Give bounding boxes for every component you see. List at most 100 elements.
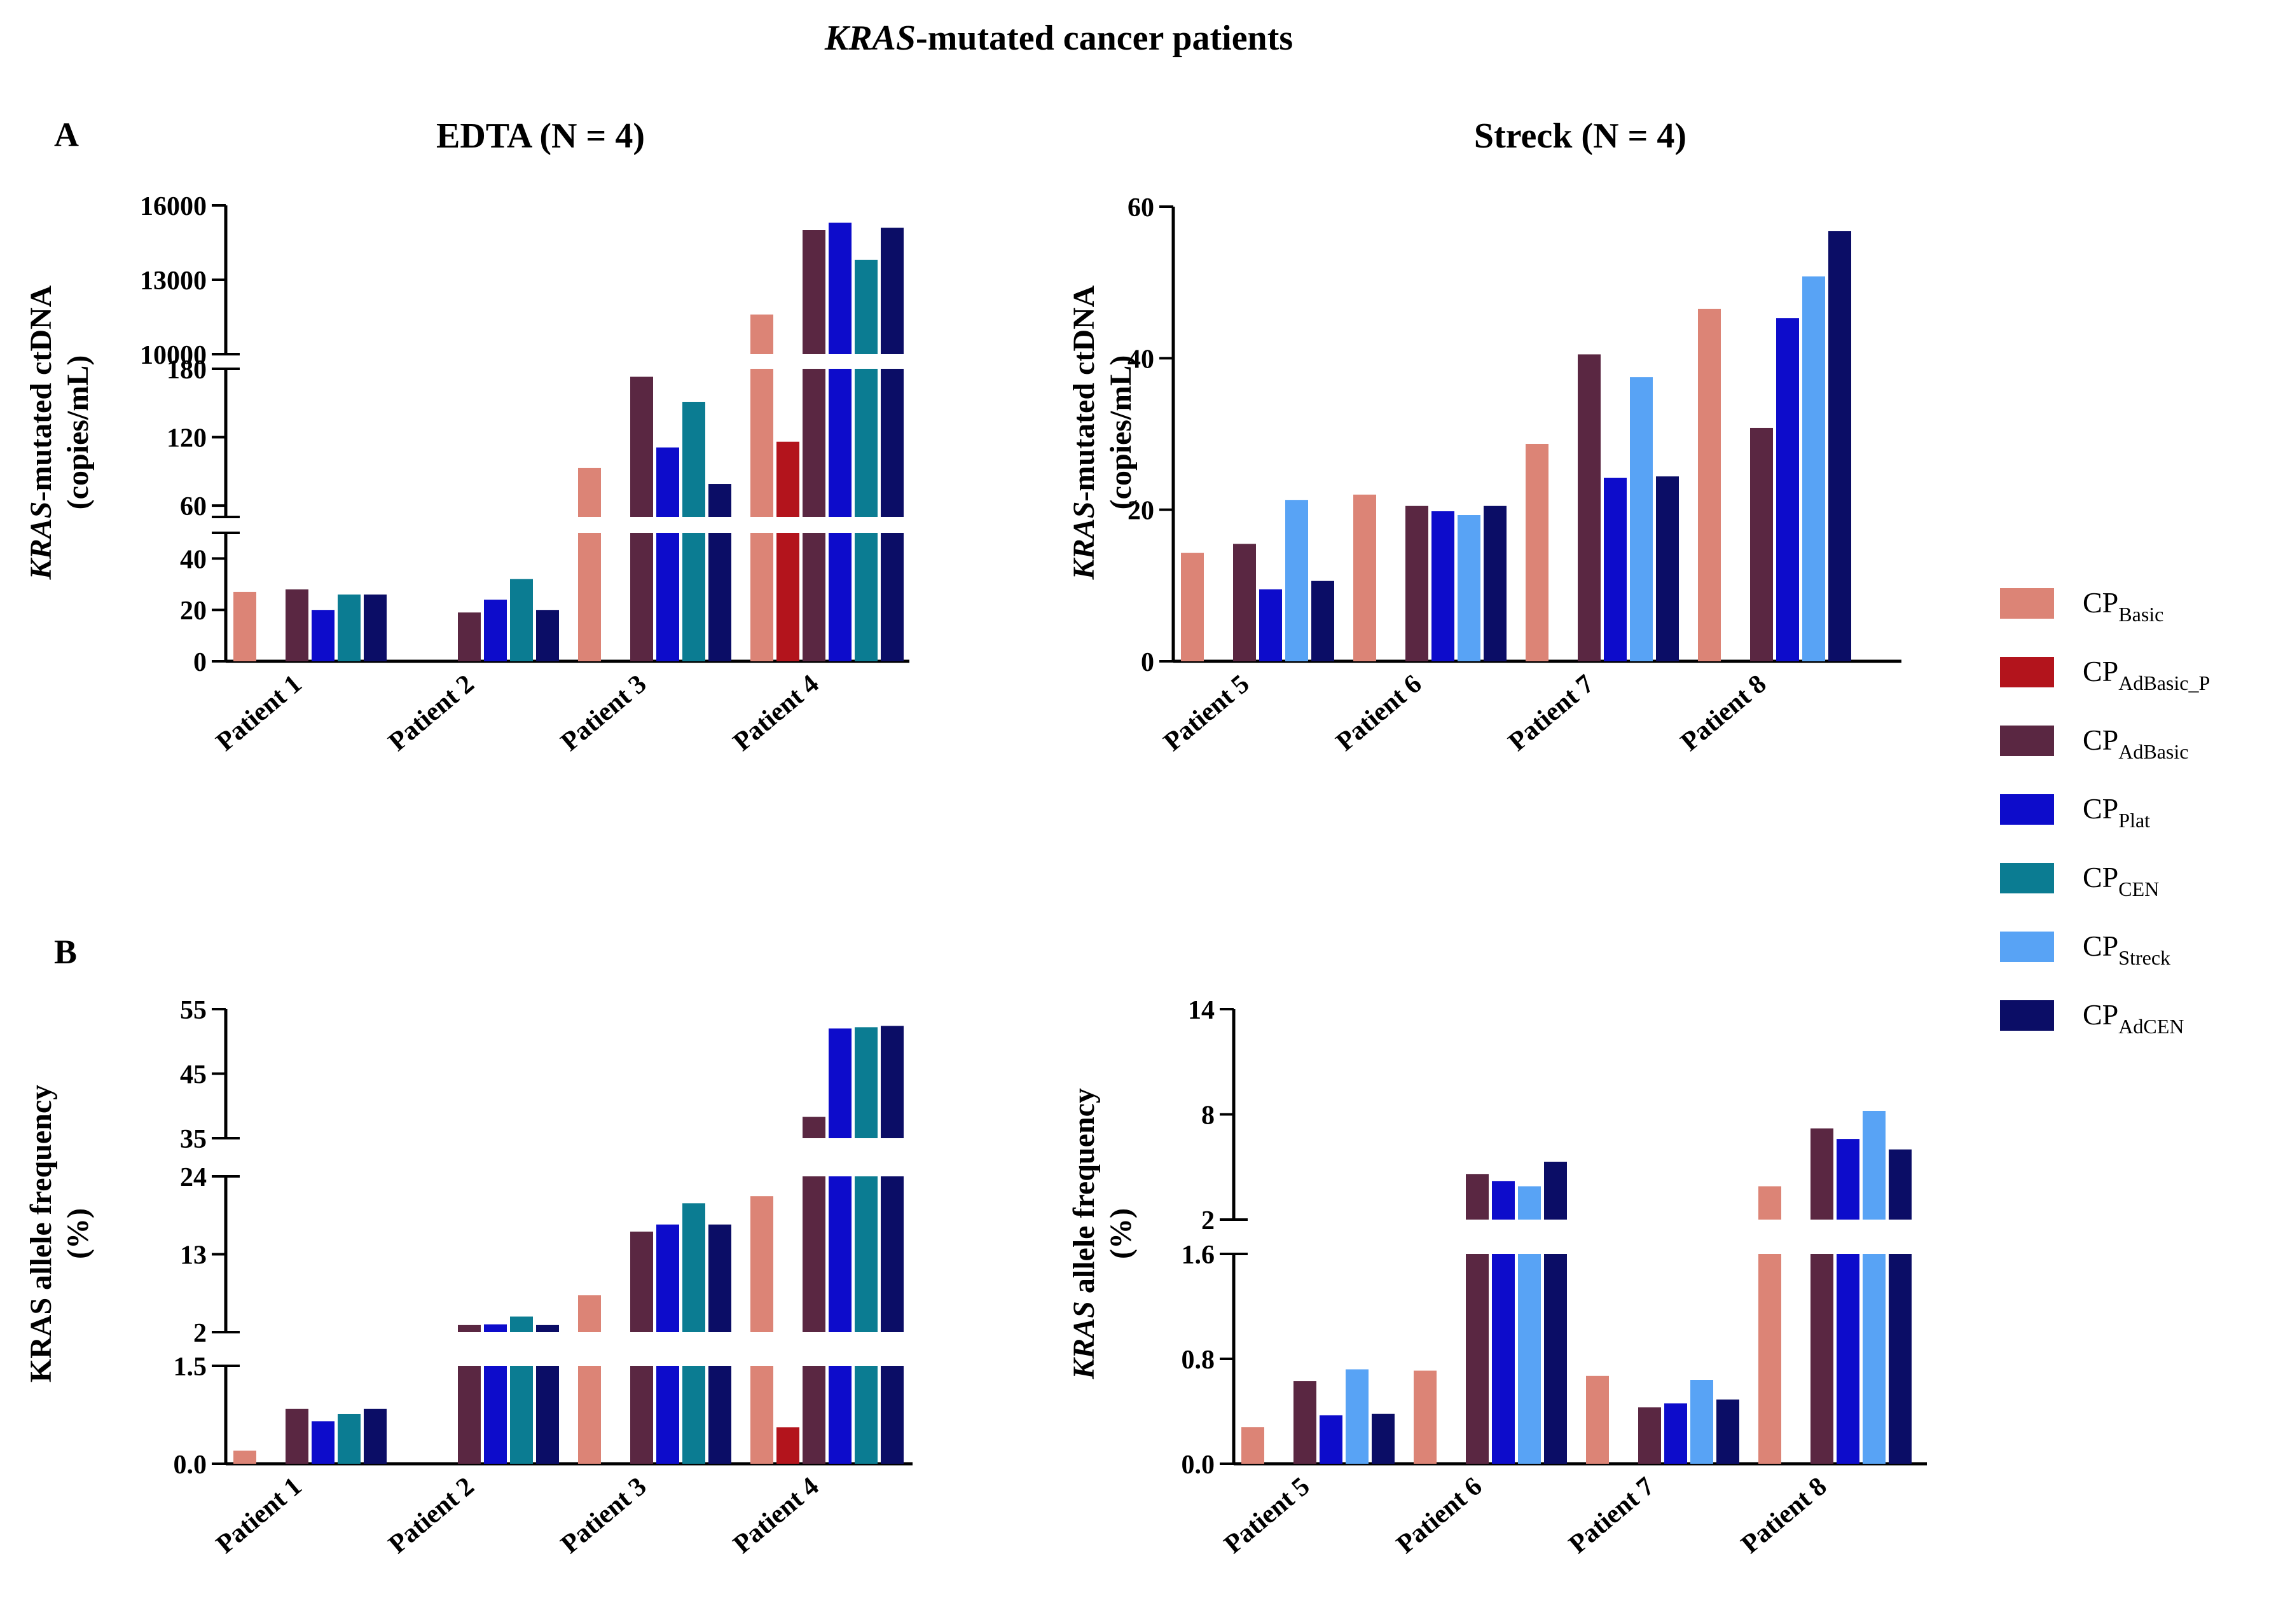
bar-cp-plat-patient-6-part1: [1492, 1254, 1515, 1464]
y-tick-label: 0.0: [174, 1450, 207, 1480]
y-tick-label: 40: [1128, 345, 1154, 374]
bar-cp-adcen-patient-7: [1716, 1399, 1739, 1464]
bar-cp-cen-patient-1: [338, 1414, 361, 1464]
x-tick-label-patient-2: Patient 2: [383, 669, 479, 757]
legend: CPBasic CPAdBasic_P CPAdBasic CPPlat CPCEN CP…: [2000, 586, 2210, 1038]
bar-cp-basic-patient-3-part1: [578, 1366, 601, 1464]
bar-cp-basic-patient-4-part2: [750, 1196, 773, 1332]
y-tick-label: 0: [193, 648, 207, 677]
bar-cp-basic-patient-1: [233, 1450, 256, 1464]
legend-label-cp-adcen: CPAdCEN: [2083, 998, 2184, 1038]
bar-cp-adcen-patient-3-part2: [708, 484, 731, 517]
y-tick-label: 24: [180, 1163, 207, 1192]
bar-cp-plat-patient-4-part3: [829, 1028, 852, 1138]
y-tick-label: 8: [1201, 1101, 1215, 1131]
x-tick-label-patient-4: Patient 4: [728, 669, 824, 757]
bar-cp-adbasic-patient-4-part3: [803, 1117, 825, 1138]
bar-cp-basic-patient-4-part1: [750, 1366, 773, 1464]
bar-cp-adbasic-patient-6-part1: [1466, 1254, 1489, 1464]
bar-cp-streck-patient-7: [1630, 377, 1653, 661]
bar-cp-basic-patient-1: [233, 591, 256, 661]
bar-cp-adbasic-patient-8: [1750, 427, 1773, 661]
bar-cp-plat-patient-7: [1664, 1403, 1687, 1464]
y-tick-label: 0.0: [1182, 1450, 1215, 1480]
y-axis-label-italic: KRAS: [1067, 502, 1101, 581]
bar-cp-streck-patient-8-part2: [1863, 1110, 1886, 1220]
bar-cp-adcen-patient-2: [536, 610, 559, 661]
y-tick-label: 40: [180, 545, 207, 574]
bar-cp-basic-patient-8: [1698, 308, 1721, 661]
bar-cp-adbasic-patient-2-part1: [458, 1366, 481, 1464]
y-axis-label-rest: allele frequency: [1067, 1088, 1101, 1301]
bar-cp-plat-patient-2-part1: [484, 1366, 507, 1464]
bar-cp-cen-patient-4-part2: [855, 1176, 878, 1332]
bar-cp-plat-patient-2: [484, 600, 507, 661]
y-tick-label: 20: [180, 596, 207, 626]
bar-cp-basic-patient-3-part2: [578, 1295, 601, 1332]
bar-cp-plat-patient-1: [312, 610, 335, 661]
legend-label-cp-adbasic-p: CPAdBasic_P: [2083, 655, 2210, 694]
bar-cp-adbasic-patient-1: [286, 1408, 308, 1464]
bar-cp-cen-patient-2-part2: [510, 1316, 533, 1332]
x-tick-label-patient-6: Patient 6: [1391, 1471, 1487, 1559]
bar-cp-basic-patient-8-part1: [1758, 1254, 1781, 1464]
bar-cp-basic-patient-3-part1: [578, 533, 601, 661]
chart-streck-allele-frequency: KRAS allele frequency (%) 0.0 0.8 1.6 2 8 14 Pat…: [1067, 996, 1927, 1559]
figure-title: KRAS-mutated cancer patients: [824, 18, 1293, 58]
legend-swatch-cp-adcen: [2000, 1000, 2054, 1031]
y-axis-label-main: KRAS allele frequency: [24, 1085, 58, 1382]
bar-cp-adcen-patient-4-part3: [881, 1026, 904, 1138]
bar-cp-cen-patient-4-part3: [855, 1027, 878, 1138]
bar-cp-adbasic-patient-4-part1: [803, 1366, 825, 1464]
bar-cp-streck-patient-6-part1: [1518, 1254, 1541, 1464]
y-tick-label: 13: [180, 1241, 207, 1270]
bar-cp-streck-patient-6-part2: [1518, 1186, 1541, 1220]
bar-cp-adcen-patient-1: [364, 1408, 387, 1464]
y-axis-label: KRAS allele frequency: [24, 1085, 58, 1382]
bar-cp-adbasic-patient-6-part2: [1466, 1174, 1489, 1220]
legend-swatch-cp-adbasic: [2000, 726, 2054, 756]
bar-cp-adbasic-patient-4-part2: [803, 369, 825, 517]
chart-edta-allele-frequency: KRAS allele frequency (%) 0.0 1.5 2 13 24 35 45 5…: [24, 996, 913, 1559]
bar-cp-adbasic-p-patient-4: [776, 1427, 799, 1464]
y-tick-label: 55: [180, 996, 207, 1025]
y-tick-label: 10000: [140, 341, 207, 370]
bar-cp-basic-patient-7: [1586, 1375, 1609, 1464]
panel-b-letter: B: [54, 933, 77, 971]
bar-cp-plat-patient-4-part1: [829, 1366, 852, 1464]
y-tick-label: 2: [1201, 1206, 1215, 1235]
bar-cp-adcen-patient-6-part2: [1544, 1161, 1567, 1220]
x-tick-label-patient-7: Patient 7: [1563, 1471, 1660, 1559]
bar-cp-adbasic-patient-3-part1: [630, 1366, 653, 1464]
bar-cp-streck-patient-5: [1346, 1369, 1369, 1464]
bar-cp-adbasic-patient-3-part2: [630, 376, 653, 517]
bar-cp-adcen-patient-2-part2: [536, 1325, 559, 1332]
bar-cp-adcen-patient-6-part1: [1544, 1254, 1567, 1464]
bar-cp-cen-patient-2-part1: [510, 1366, 533, 1464]
y-axis-label-line2: (%): [61, 1208, 95, 1259]
chart-title: EDTA (N = 4): [436, 116, 645, 156]
panel-a-letter: A: [54, 116, 79, 154]
y-tick-label: 1.6: [1182, 1241, 1215, 1270]
bar-cp-adbasic-patient-4-part1: [803, 533, 825, 661]
bar-cp-adcen-patient-1: [364, 594, 387, 661]
y-axis-label-rest: -mutated ctDNA: [24, 285, 58, 501]
x-tick-label-patient-5: Patient 5: [1158, 669, 1255, 757]
y-tick-label: 45: [180, 1061, 207, 1090]
bar-cp-plat-patient-5: [1259, 589, 1282, 661]
bar-cp-plat-patient-3-part1: [656, 1366, 679, 1464]
y-tick-label: 2: [193, 1319, 207, 1348]
y-tick-label: 16000: [140, 192, 207, 221]
x-tick-label-patient-1: Patient 1: [210, 669, 307, 757]
x-tick-label-patient-1: Patient 1: [210, 1471, 307, 1559]
y-tick-label: 0: [1141, 648, 1154, 677]
bar-cp-cen-patient-4-part1: [855, 533, 878, 661]
bar-cp-cen-patient-3-part2: [682, 1203, 705, 1332]
legend-label-cp-adbasic: CPAdBasic: [2083, 724, 2188, 763]
y-tick-label: 60: [1128, 193, 1154, 223]
y-tick-label: 14: [1188, 996, 1215, 1025]
bar-cp-adcen-patient-7: [1656, 476, 1679, 661]
bar-cp-adcen-patient-4-part1: [881, 1366, 904, 1464]
x-tick-label-patient-2: Patient 2: [383, 1471, 479, 1559]
